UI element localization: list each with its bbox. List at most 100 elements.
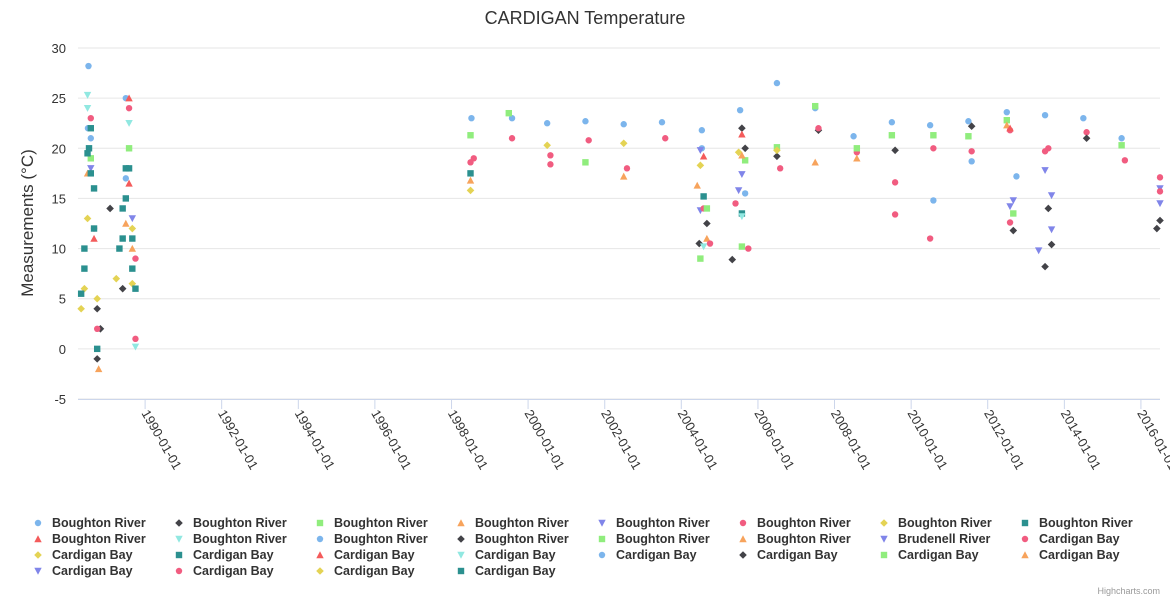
legend-item[interactable]: Boughton River bbox=[175, 516, 287, 530]
data-point[interactable] bbox=[77, 304, 85, 313]
data-point[interactable] bbox=[699, 152, 708, 160]
data-point[interactable] bbox=[132, 285, 139, 292]
data-point[interactable] bbox=[122, 219, 130, 227]
data-point[interactable] bbox=[119, 235, 126, 242]
legend-item[interactable]: Boughton River bbox=[880, 516, 992, 530]
legend-symbol[interactable] bbox=[739, 551, 747, 559]
data-point[interactable] bbox=[1034, 247, 1043, 255]
data-point[interactable] bbox=[94, 365, 103, 373]
data-point[interactable] bbox=[853, 154, 861, 162]
data-point[interactable] bbox=[582, 159, 589, 166]
data-point[interactable] bbox=[930, 132, 937, 139]
data-point[interactable] bbox=[1047, 192, 1056, 200]
data-point[interactable] bbox=[619, 139, 628, 148]
data-point[interactable] bbox=[1006, 203, 1014, 211]
data-point[interactable] bbox=[508, 115, 516, 122]
legend-item[interactable]: Boughton River bbox=[457, 532, 569, 546]
data-point[interactable] bbox=[125, 94, 133, 102]
data-point[interactable] bbox=[620, 121, 627, 128]
data-point[interactable] bbox=[468, 115, 475, 122]
data-point[interactable] bbox=[850, 133, 857, 140]
data-point[interactable] bbox=[853, 145, 861, 152]
legend-item[interactable]: Cardigan Bay bbox=[880, 548, 979, 562]
legend-item[interactable]: Boughton River bbox=[1021, 516, 1133, 530]
data-point[interactable] bbox=[736, 106, 744, 114]
data-point[interactable] bbox=[1006, 219, 1014, 226]
data-point[interactable] bbox=[741, 144, 749, 153]
data-point[interactable] bbox=[1153, 224, 1161, 233]
data-point[interactable] bbox=[466, 176, 475, 184]
legend-item[interactable]: Boughton River bbox=[739, 516, 851, 530]
data-point[interactable] bbox=[965, 118, 972, 125]
data-point[interactable] bbox=[620, 172, 628, 180]
data-point[interactable] bbox=[93, 294, 101, 303]
data-point[interactable] bbox=[745, 245, 752, 252]
data-point[interactable] bbox=[128, 244, 137, 252]
data-point[interactable] bbox=[728, 255, 737, 264]
data-point[interactable] bbox=[773, 152, 781, 161]
data-point[interactable] bbox=[662, 135, 669, 142]
data-point[interactable] bbox=[466, 186, 475, 195]
data-point[interactable] bbox=[1003, 117, 1010, 124]
legend-symbol[interactable] bbox=[316, 519, 324, 527]
data-point[interactable] bbox=[1003, 121, 1011, 129]
data-point[interactable] bbox=[738, 124, 746, 133]
data-point[interactable] bbox=[508, 135, 516, 142]
legend-item[interactable]: Boughton River bbox=[175, 532, 287, 546]
data-point[interactable] bbox=[888, 132, 896, 139]
legend-symbol[interactable] bbox=[316, 551, 324, 559]
data-point[interactable] bbox=[693, 181, 701, 189]
data-point[interactable] bbox=[132, 255, 139, 262]
data-point[interactable] bbox=[90, 225, 98, 232]
data-point[interactable] bbox=[1082, 134, 1091, 143]
legend-symbol[interactable] bbox=[739, 535, 747, 543]
legend-item[interactable]: Boughton River bbox=[598, 532, 710, 546]
data-point[interactable] bbox=[1010, 210, 1017, 217]
data-point[interactable] bbox=[968, 148, 975, 155]
data-point[interactable] bbox=[122, 175, 130, 182]
data-point[interactable] bbox=[741, 190, 749, 197]
data-point[interactable] bbox=[129, 235, 136, 242]
legend-item[interactable]: Brudenell River bbox=[880, 532, 991, 546]
data-point[interactable] bbox=[543, 120, 551, 127]
data-point[interactable] bbox=[87, 165, 95, 173]
data-point[interactable] bbox=[703, 219, 711, 228]
data-point[interactable] bbox=[698, 127, 706, 134]
data-point[interactable] bbox=[700, 193, 707, 200]
legend-symbol[interactable] bbox=[880, 551, 888, 559]
data-point[interactable] bbox=[128, 224, 137, 233]
data-point[interactable] bbox=[695, 239, 704, 248]
legend-item[interactable]: Boughton River bbox=[739, 532, 851, 546]
data-point[interactable] bbox=[132, 335, 139, 343]
legend-symbol[interactable] bbox=[457, 519, 465, 527]
legend-symbol[interactable] bbox=[457, 567, 465, 575]
data-point[interactable] bbox=[738, 130, 746, 138]
data-point[interactable] bbox=[1041, 167, 1049, 175]
data-point[interactable] bbox=[1047, 240, 1056, 249]
data-point[interactable] bbox=[83, 104, 92, 112]
data-point[interactable] bbox=[85, 145, 93, 152]
data-point[interactable] bbox=[125, 145, 133, 152]
legend-item[interactable]: Cardigan Bay bbox=[457, 564, 556, 578]
data-point[interactable] bbox=[1118, 135, 1125, 142]
data-point[interactable] bbox=[738, 243, 746, 250]
data-point[interactable] bbox=[1121, 157, 1129, 164]
data-point[interactable] bbox=[106, 204, 114, 213]
data-point[interactable] bbox=[812, 102, 819, 110]
data-point[interactable] bbox=[1156, 216, 1164, 225]
legend-symbol[interactable] bbox=[34, 567, 42, 575]
data-point[interactable] bbox=[696, 161, 705, 170]
data-point[interactable] bbox=[1047, 226, 1056, 234]
legend-item[interactable]: Cardigan Bay bbox=[598, 548, 697, 562]
legend-symbol[interactable] bbox=[1021, 519, 1029, 527]
data-point[interactable] bbox=[582, 118, 589, 125]
data-point[interactable] bbox=[1080, 115, 1087, 122]
data-point[interactable] bbox=[128, 215, 137, 223]
data-point[interactable] bbox=[125, 104, 133, 112]
data-point[interactable] bbox=[585, 137, 592, 144]
legend-item[interactable]: Boughton River bbox=[598, 516, 710, 530]
legend-symbol[interactable] bbox=[457, 535, 465, 543]
legend-item[interactable]: Cardigan Bay bbox=[34, 564, 133, 578]
legend-symbol[interactable] bbox=[175, 519, 183, 527]
data-point[interactable] bbox=[547, 152, 554, 159]
